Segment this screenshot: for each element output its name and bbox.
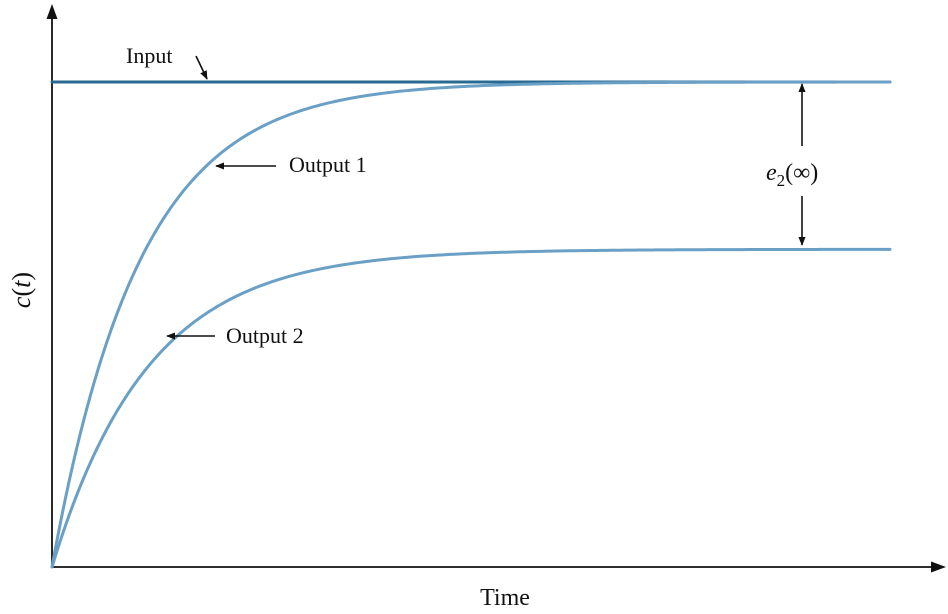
series-line-output-1 xyxy=(50,80,892,569)
x-axis-label: Time xyxy=(480,585,530,611)
output1-annotation-label: Output 1 xyxy=(289,152,367,177)
y-axis-label: c(t) xyxy=(7,272,36,308)
series-line-output-2 xyxy=(50,247,892,569)
y-axis-arrowhead xyxy=(46,4,58,19)
series-layer xyxy=(50,80,892,569)
input-annotation-arrow xyxy=(195,55,208,80)
error-annotation-label: e2(∞) xyxy=(766,160,818,190)
input-annotation-label: Input xyxy=(126,43,172,68)
output2-annotation-label: Output 2 xyxy=(226,323,304,348)
x-axis-arrowhead xyxy=(931,561,946,573)
